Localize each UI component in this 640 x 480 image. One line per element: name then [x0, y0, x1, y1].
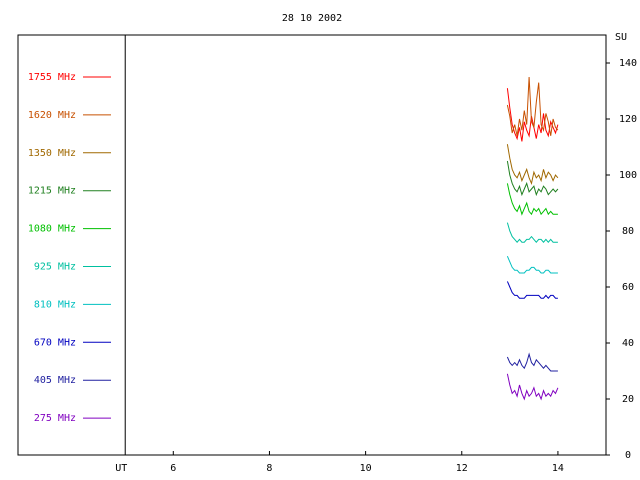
y-tick-label: 60 — [622, 282, 634, 293]
series-line — [506, 352, 558, 372]
y-tick-label: 0 — [625, 450, 631, 461]
series-line — [506, 222, 558, 243]
legend-label: 1350 MHz — [28, 148, 76, 159]
chart-title: 28 10 2002 — [282, 13, 342, 24]
legend-label: 925 MHz — [34, 262, 76, 273]
x-tick-label: 14 — [552, 463, 564, 474]
y-tick-label: 100 — [619, 170, 637, 181]
y-tick-label: 20 — [622, 394, 634, 405]
series-line — [506, 160, 559, 197]
legend-label: 275 MHz — [34, 413, 76, 424]
series-line — [506, 256, 558, 274]
plot-frame — [17, 34, 607, 456]
x-tick-label: 8 — [266, 463, 272, 474]
legend-label: 1215 MHz — [28, 186, 76, 197]
y-tick-label: 40 — [622, 338, 634, 349]
y-tick-label: 120 — [619, 114, 637, 125]
y-axis-label: SU — [615, 32, 627, 43]
series-line — [506, 373, 559, 401]
series-line — [506, 183, 558, 216]
legend-label: 1620 MHz — [28, 110, 76, 121]
x-tick-label: 6 — [170, 463, 176, 474]
legend-label: 670 MHz — [34, 337, 76, 348]
x-tick-label: 10 — [360, 463, 372, 474]
series-line — [506, 281, 558, 299]
legend-label: 1080 MHz — [28, 224, 76, 235]
series-line — [506, 144, 559, 186]
y-tick-label: 140 — [619, 58, 637, 69]
series-line — [506, 76, 559, 136]
legend-label: 1755 MHz — [28, 72, 76, 83]
y-tick-label: 80 — [622, 226, 634, 237]
legend-label: 810 MHz — [34, 299, 76, 310]
x-tick-label: UT — [115, 463, 127, 474]
x-tick-label: 12 — [456, 463, 468, 474]
legend-label: 405 MHz — [34, 375, 76, 386]
